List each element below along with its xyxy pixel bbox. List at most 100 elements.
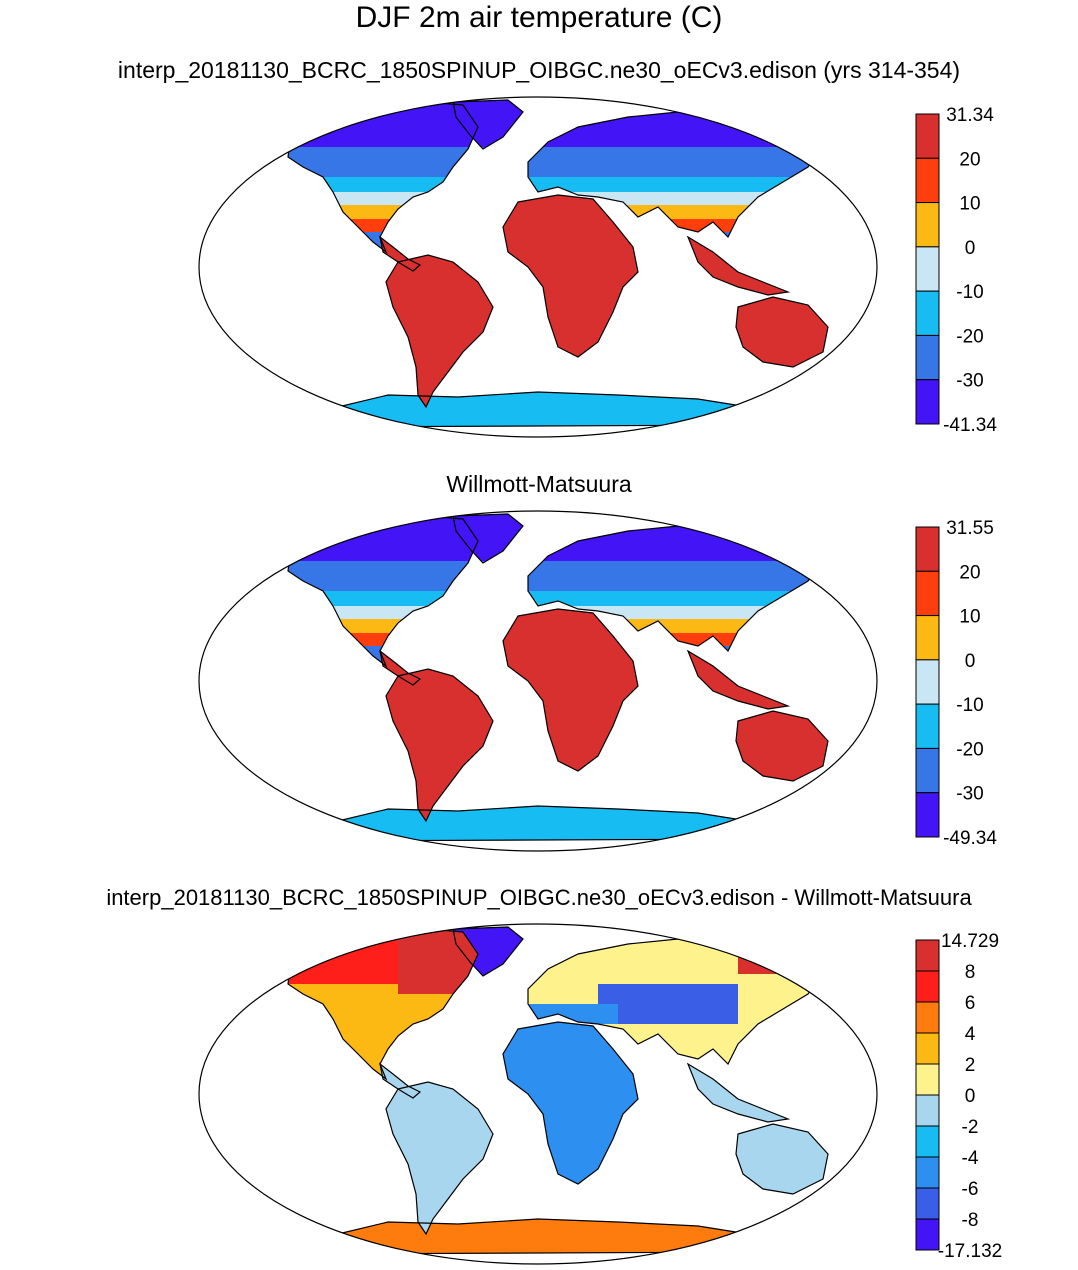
temperature-band: [288, 147, 823, 177]
globe-outline: [198, 96, 878, 438]
colorbar-swatch: [915, 792, 940, 838]
colorbar-tick-label: -4: [962, 1148, 979, 1169]
colorbar-tick-label: 10: [959, 607, 980, 628]
colorbar-swatch: [915, 939, 940, 972]
colorbar-tick-label: -49.34: [943, 828, 997, 849]
coastline: [385, 668, 494, 823]
colorbar-tick-label: -8: [962, 1210, 979, 1231]
land-au: [736, 297, 828, 367]
colorbar-tick-label: 2: [965, 1055, 976, 1076]
land-sa: [386, 1082, 493, 1234]
colorbar-swatch: [915, 659, 940, 705]
temperature-band: [288, 591, 823, 606]
coastline: [306, 391, 770, 428]
colorbar-tick-label: -2: [962, 1117, 979, 1138]
colorbar-2: 31.55 20 10 0 -10 -20 -30 -49.34: [915, 518, 997, 849]
colorbar-swatch: [915, 113, 940, 159]
colorbar-tick-label: 0: [965, 238, 976, 259]
panel-2-title: Willmott-Matsuura: [446, 471, 632, 497]
land-sa: [386, 669, 493, 821]
coastline: [379, 1062, 422, 1099]
panel-1-title: interp_20181130_BCRC_1850SPINUP_OIBGC.ne…: [117, 57, 961, 83]
coastline: [502, 1021, 639, 1185]
coastline: [735, 296, 829, 368]
colorbar-tick-label: 14.729: [941, 931, 999, 952]
coastline: [502, 608, 639, 772]
coastline: [385, 1081, 494, 1236]
colorbar-swatch: [915, 202, 940, 248]
coastline: [686, 235, 791, 296]
colorbar-swatch: [915, 1001, 940, 1034]
coastline: [385, 254, 494, 409]
colorbar-swatch: [915, 290, 940, 336]
colorbar-swatch: [915, 615, 940, 661]
colorbar-tick-label: -10: [956, 282, 983, 303]
panel-3-title: interp_20181130_BCRC_1850SPINUP_OIBGC.ne…: [106, 885, 972, 910]
coastline: [735, 1123, 829, 1195]
colorbar-swatch: [915, 970, 940, 1003]
land-sea: [688, 1064, 788, 1122]
colorbar-tick-label: 8: [965, 962, 976, 983]
colorbar-tick-label: 6: [965, 993, 976, 1014]
coastline: [502, 194, 639, 358]
map-panel-3: [198, 923, 878, 1265]
land-sea: [688, 237, 788, 295]
colorbar-tick-label: 0: [965, 651, 976, 672]
colorbar-tick-label: 10: [959, 194, 980, 215]
coastline: [306, 805, 770, 842]
anomaly-patch: [598, 984, 738, 1024]
colorbar-tick-label: -17.132: [938, 1241, 1002, 1262]
coastline: [686, 1062, 791, 1123]
colorbar-swatch: [915, 570, 940, 617]
coastline: [379, 649, 422, 686]
colorbar-tick-label: -20: [956, 739, 983, 760]
land-sea: [688, 651, 788, 709]
colorbar-swatch: [915, 1032, 940, 1065]
land-af: [503, 609, 638, 771]
colorbar-swatch: [915, 379, 940, 425]
coastline: [735, 710, 829, 782]
coastline: [452, 926, 524, 977]
colorbar-tick-label: -10: [956, 695, 983, 716]
colorbar-swatch: [915, 1063, 940, 1096]
colorbar-tick-label: 20: [959, 562, 980, 583]
temperature-band: [288, 177, 823, 192]
anomaly-patch: [738, 934, 823, 974]
colorbar-tick-label: 31.34: [946, 105, 994, 126]
colorbar-swatch: [915, 1094, 940, 1127]
colorbar-swatch: [915, 1187, 940, 1220]
figure-title: DJF 2m air temperature (C): [355, 1, 723, 34]
colorbar-tick-label: -30: [956, 371, 983, 392]
land-au: [736, 1124, 828, 1194]
colorbar-tick-label: -20: [956, 326, 983, 347]
colorbar-tick-label: -41.34: [943, 415, 997, 436]
colorbar-3: 14.729 8 6 4 2 0 -2 -4 -6 -8 -17.132: [915, 931, 1002, 1262]
colorbar-swatch: [915, 526, 940, 572]
coastline: [452, 99, 524, 150]
colorbar-tick-label: 20: [959, 149, 980, 170]
colorbar-swatch: [915, 1125, 940, 1158]
land-gl: [453, 927, 523, 976]
anomaly-patch: [578, 944, 738, 984]
colorbar-swatch: [915, 246, 940, 292]
coastline: [379, 235, 422, 272]
colorbar-tick-label: 4: [965, 1024, 976, 1045]
colorbar-1: 31.34 20 10 0 -10 -20 -30 -41.34: [915, 105, 997, 436]
coastline: [452, 513, 524, 564]
colorbar-swatch: [915, 1156, 940, 1189]
colorbar-tick-label: -6: [962, 1179, 979, 1200]
coastline: [306, 1218, 770, 1255]
land-af: [503, 1022, 638, 1184]
land-au: [736, 711, 828, 781]
coastline: [686, 649, 791, 710]
map-panel-2: [198, 510, 878, 852]
land-sa: [386, 255, 493, 407]
globe-outline: [198, 923, 878, 1265]
colorbar-swatch: [915, 1218, 940, 1251]
colorbar-swatch: [915, 703, 940, 749]
map-panel-1: [198, 96, 878, 438]
colorbar-swatch: [915, 747, 940, 794]
colorbar-tick-label: 0: [965, 1086, 976, 1107]
land-af: [503, 195, 638, 357]
